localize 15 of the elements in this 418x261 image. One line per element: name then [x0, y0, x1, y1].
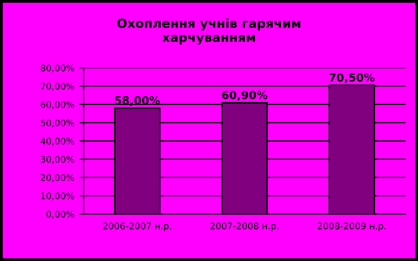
data-label: 70,50%: [329, 73, 375, 84]
y-tick-label: 10,00%: [41, 192, 74, 200]
y-tick-label: 30,00%: [40, 156, 74, 164]
y-tick-label: 0,00%: [46, 210, 74, 218]
x-tick-label: 2008-2009 н.р.: [318, 222, 386, 232]
y-tick-label: 40,00%: [40, 138, 74, 146]
data-label: 60,90%: [222, 90, 268, 101]
x-tick-label: 2007-2008 н.р.: [210, 222, 278, 232]
y-tick-label: 70,00%: [40, 82, 74, 91]
y-tick-label: 50,00%: [40, 119, 74, 128]
chart-title: Охоплення учнів гарячим харчуванням: [117, 18, 300, 45]
y-tick-label: 20,00%: [40, 174, 74, 182]
y-tick-label: 60,00%: [40, 101, 74, 109]
y-tick-label: 80,00%: [40, 64, 74, 72]
x-tick-label: 2006-2007 н.р.: [103, 222, 171, 232]
